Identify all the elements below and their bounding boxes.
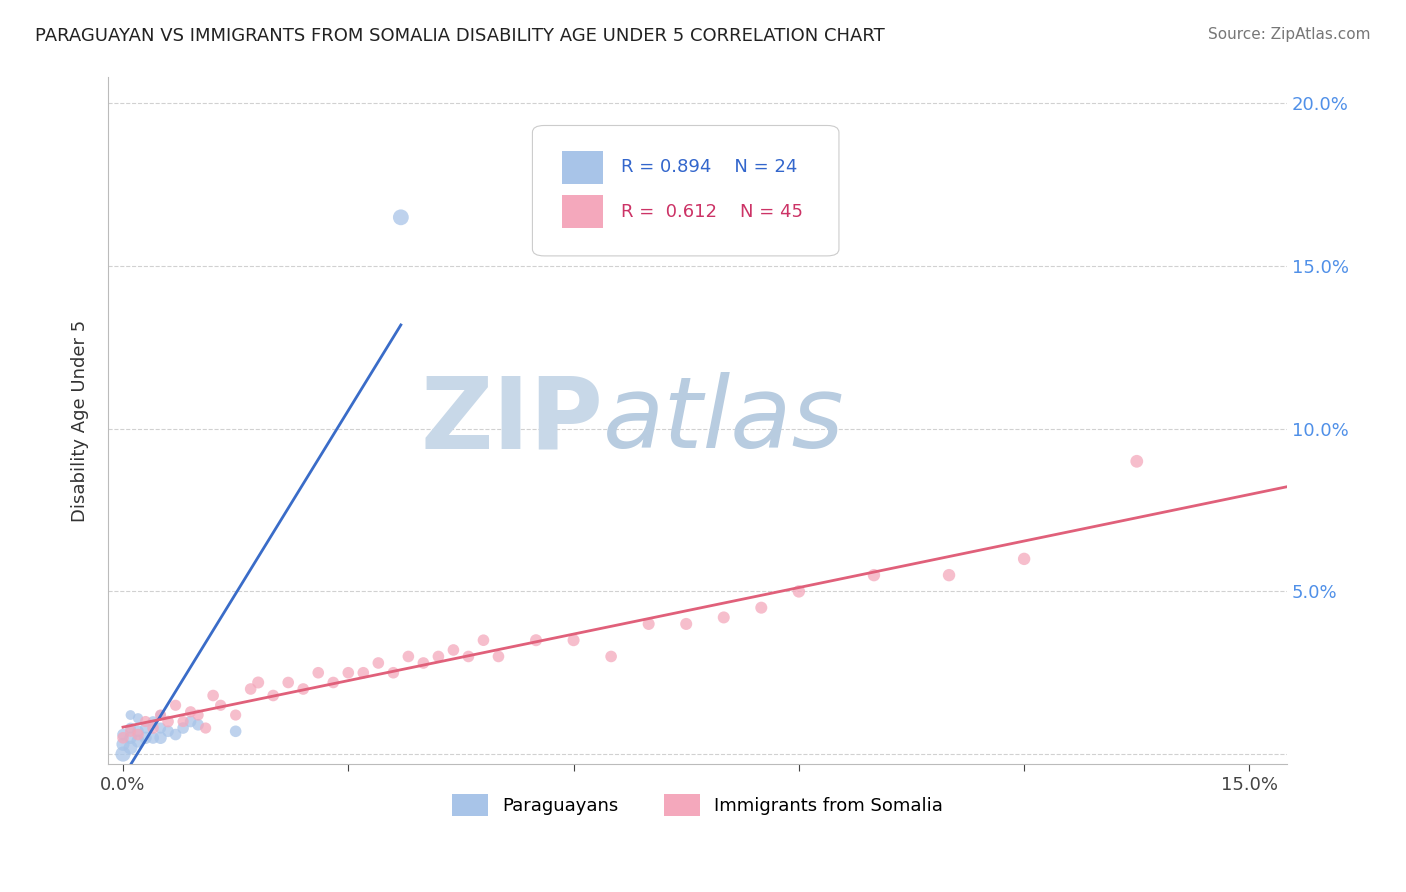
Point bbox=[713, 610, 735, 624]
Point bbox=[412, 656, 434, 670]
Point bbox=[149, 721, 172, 735]
Y-axis label: Disability Age Under 5: Disability Age Under 5 bbox=[72, 319, 89, 522]
Point bbox=[938, 568, 960, 582]
Point bbox=[488, 649, 510, 664]
Point bbox=[149, 708, 172, 723]
Point bbox=[225, 724, 247, 739]
Point bbox=[111, 731, 134, 745]
Point bbox=[157, 714, 180, 729]
Point bbox=[120, 721, 142, 735]
Point bbox=[472, 633, 495, 648]
Point bbox=[524, 633, 547, 648]
Point bbox=[209, 698, 232, 713]
Point bbox=[307, 665, 329, 680]
Point bbox=[180, 714, 202, 729]
Point bbox=[225, 708, 247, 723]
Point bbox=[202, 689, 225, 703]
Point bbox=[120, 724, 142, 739]
Point bbox=[396, 649, 419, 664]
Point bbox=[111, 747, 134, 761]
Point bbox=[127, 724, 149, 739]
Point bbox=[337, 665, 360, 680]
Point bbox=[1126, 454, 1149, 468]
Point bbox=[127, 727, 149, 741]
Point bbox=[787, 584, 810, 599]
Point bbox=[165, 727, 187, 741]
Point bbox=[120, 708, 142, 723]
Point bbox=[142, 731, 165, 745]
Point bbox=[135, 714, 157, 729]
Point bbox=[675, 616, 697, 631]
Point bbox=[389, 211, 412, 225]
Point bbox=[172, 714, 194, 729]
Point bbox=[120, 740, 142, 755]
Point bbox=[120, 731, 142, 745]
Point bbox=[135, 721, 157, 735]
Point bbox=[165, 698, 187, 713]
Bar bbox=[562, 195, 603, 228]
Point bbox=[239, 681, 262, 696]
Point bbox=[127, 711, 149, 725]
Point bbox=[142, 714, 165, 729]
Point bbox=[277, 675, 299, 690]
Point bbox=[187, 708, 209, 723]
Point bbox=[352, 665, 374, 680]
Point bbox=[427, 649, 450, 664]
Point bbox=[322, 675, 344, 690]
Point bbox=[172, 721, 194, 735]
Text: atlas: atlas bbox=[603, 372, 845, 469]
Point bbox=[457, 649, 479, 664]
Point bbox=[262, 689, 284, 703]
Point bbox=[111, 727, 134, 741]
Text: R = 0.894    N = 24: R = 0.894 N = 24 bbox=[621, 159, 797, 177]
Point bbox=[441, 643, 464, 657]
Point bbox=[180, 705, 202, 719]
Point bbox=[562, 633, 585, 648]
Point bbox=[135, 731, 157, 745]
Bar bbox=[562, 151, 603, 184]
Point bbox=[149, 708, 172, 723]
Point bbox=[382, 665, 405, 680]
Point bbox=[247, 675, 270, 690]
Point bbox=[194, 721, 217, 735]
Point bbox=[863, 568, 886, 582]
Point bbox=[111, 737, 134, 751]
Text: ZIP: ZIP bbox=[420, 372, 603, 469]
Point bbox=[637, 616, 659, 631]
Point bbox=[367, 656, 389, 670]
Point bbox=[600, 649, 623, 664]
Point bbox=[149, 731, 172, 745]
Point bbox=[142, 721, 165, 735]
Point bbox=[157, 724, 180, 739]
Point bbox=[1012, 552, 1035, 566]
Legend: Paraguayans, Immigrants from Somalia: Paraguayans, Immigrants from Somalia bbox=[444, 787, 950, 823]
Text: PARAGUAYAN VS IMMIGRANTS FROM SOMALIA DISABILITY AGE UNDER 5 CORRELATION CHART: PARAGUAYAN VS IMMIGRANTS FROM SOMALIA DI… bbox=[35, 27, 884, 45]
Text: Source: ZipAtlas.com: Source: ZipAtlas.com bbox=[1208, 27, 1371, 42]
Point bbox=[749, 600, 772, 615]
FancyBboxPatch shape bbox=[533, 126, 839, 256]
Point bbox=[292, 681, 315, 696]
Point bbox=[127, 734, 149, 748]
Point bbox=[187, 718, 209, 732]
Text: R =  0.612    N = 45: R = 0.612 N = 45 bbox=[621, 203, 803, 221]
